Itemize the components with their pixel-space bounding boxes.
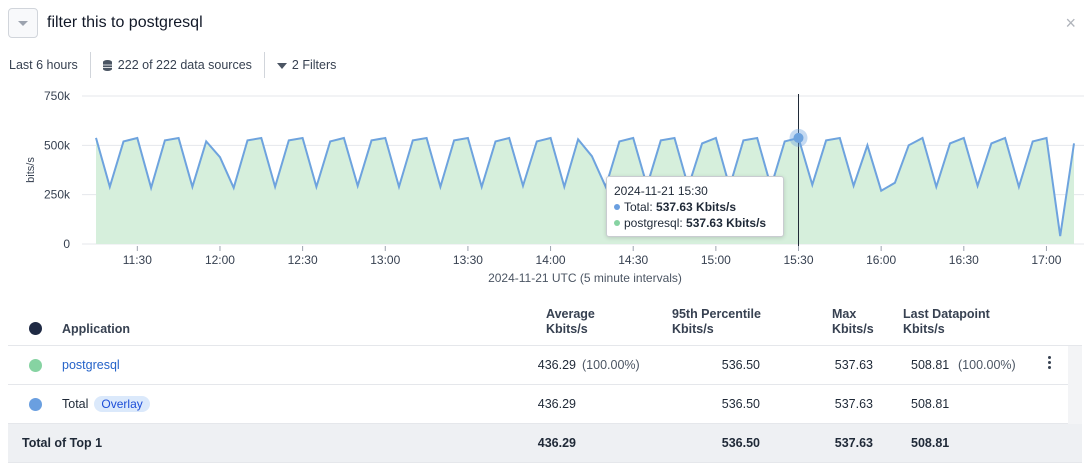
last-percent: (100.00%) [958,358,1016,372]
hover-point[interactable] [793,132,804,143]
results-table: Application Average Kbits/s 95th Percent… [8,300,1082,463]
x-axis-label: 2024-11-21 UTC (5 minute intervals) [488,271,682,285]
last-value: 508.81 [911,397,950,411]
average-value: 436.29 [537,358,576,372]
chart-tooltip: 2024-11-21 15:30 Total: 537.63 Kbits/s p… [606,176,784,237]
col-max[interactable]: Max Kbits/s [832,307,874,337]
col-last-unit: Kbits/s [903,322,945,336]
tooltip-postgresql-label: postgresql: [624,216,687,230]
x-tick-label: 13:30 [453,253,483,267]
dropdown-toggle-button[interactable] [8,8,38,38]
overlay-badge: Overlay [94,396,150,412]
total-last-value: 508.81 [911,436,950,450]
filter-icon [276,63,287,69]
header: filter this to postgresql [8,8,203,38]
application-link[interactable]: postgresql [62,358,120,372]
tooltip-total-value: 537.63 Kbits/s [656,200,737,214]
col-p95-label: 95th Percentile [672,307,761,321]
data-sources-label: 222 of 222 data sources [117,58,252,72]
p95-value: 536.50 [721,358,760,372]
filters-label: 2 Filters [291,58,337,72]
col-application[interactable]: Application [62,322,131,336]
total-average-value: 436.29 [537,436,576,450]
y-tick-label: 500k [44,138,71,152]
col-p95-unit: Kbits/s [672,322,714,336]
x-tick-label: 12:00 [205,253,235,267]
filter-bar: Last 6 hours 222 of 222 data sources 2 F… [0,52,348,78]
more-options-icon[interactable] [1048,356,1052,371]
y-tick-label: 0 [63,237,70,251]
p95-value: 536.50 [721,397,760,411]
col-max-label: Max [832,307,857,321]
total-p95-value: 536.50 [721,436,760,450]
tooltip-time: 2024-11-21 15:30 [614,184,708,198]
y-axis: 0 250k 500k 750k [44,89,71,251]
col-average-label: Average [546,307,595,321]
x-tick-label: 13:00 [370,253,400,267]
y-tick-label: 250k [44,188,71,202]
table-row[interactable]: postgresql 436.29 (100.00%) 536.50 537.6… [8,346,1082,385]
postgresql-dot-icon[interactable] [29,359,42,372]
scrollbar[interactable] [1068,346,1082,424]
divider [89,52,91,78]
x-tick-label: 14:00 [536,253,566,267]
data-sources-selector[interactable]: 222 of 222 data sources [91,52,264,78]
max-value: 537.63 [834,397,873,411]
table-header: Application Average Kbits/s 95th Percent… [8,300,1082,346]
x-tick-label: 17:00 [1031,253,1061,267]
col-95th-percentile[interactable]: 95th Percentile Kbits/s [672,307,761,337]
total-dot-icon [614,204,620,210]
tooltip-total-label: Total: [624,200,657,214]
total-row-label: Total of Top 1 [22,436,103,450]
tooltip-total-row: Total: 537.63 Kbits/s [614,199,776,215]
time-range-selector[interactable]: Last 6 hours [0,52,90,78]
col-last-datapoint[interactable]: Last Datapoint Kbits/s [903,307,990,337]
tooltip-postgresql-row: postgresql: 537.63 Kbits/s [614,215,776,231]
page-title: filter this to postgresql [47,14,203,31]
divider [263,52,265,78]
col-max-unit: Kbits/s [832,322,874,336]
total-label: Total [62,397,89,411]
database-icon [102,59,112,71]
table-row[interactable]: Total Overlay 436.29 536.50 537.63 508.81 [8,385,1082,424]
average-percent: (100.00%) [582,358,640,372]
filters-selector[interactable]: 2 Filters [265,52,348,78]
postgresql-dot-icon [614,220,620,226]
average-value: 436.29 [537,397,576,411]
y-tick-label: 750k [44,89,71,103]
x-tick-label: 16:00 [866,253,896,267]
col-average[interactable]: Average Kbits/s [546,307,595,337]
time-range-label: Last 6 hours [9,58,78,72]
chevron-down-icon [18,20,28,26]
total-max-value: 537.63 [834,436,873,450]
series-area-postgresql [96,137,1074,244]
traffic-chart[interactable]: 0 250k 500k 750k 11:30 12:00 12:30 13:00 13:30 1… [0,84,1092,290]
x-tick-label: 12:30 [288,253,318,267]
x-tick-label: 14:30 [618,253,648,267]
y-axis-label: bits/s [25,157,37,183]
x-axis: 11:30 12:00 12:30 13:00 13:30 14:00 14:30 15:00… [123,246,1062,267]
x-tick-label: 15:00 [701,253,731,267]
tooltip-postgresql-value: 537.63 Kbits/s [686,216,767,230]
max-value: 537.63 [834,358,873,372]
close-icon[interactable]: × [1065,13,1076,33]
all-series-dot-icon[interactable] [29,322,42,335]
col-average-unit: Kbits/s [546,322,588,336]
series-line-total[interactable] [95,136,1075,237]
col-last-label: Last Datapoint [903,307,990,321]
x-tick-label: 16:30 [949,253,979,267]
total-dot-icon[interactable] [29,398,42,411]
total-label-cell: Total Overlay [62,396,150,412]
total-row: Total of Top 1 436.29 536.50 537.63 508.… [8,424,1082,463]
x-tick-label: 15:30 [783,253,813,267]
x-tick-label: 11:30 [123,253,152,267]
last-value: 508.81 [911,358,950,372]
